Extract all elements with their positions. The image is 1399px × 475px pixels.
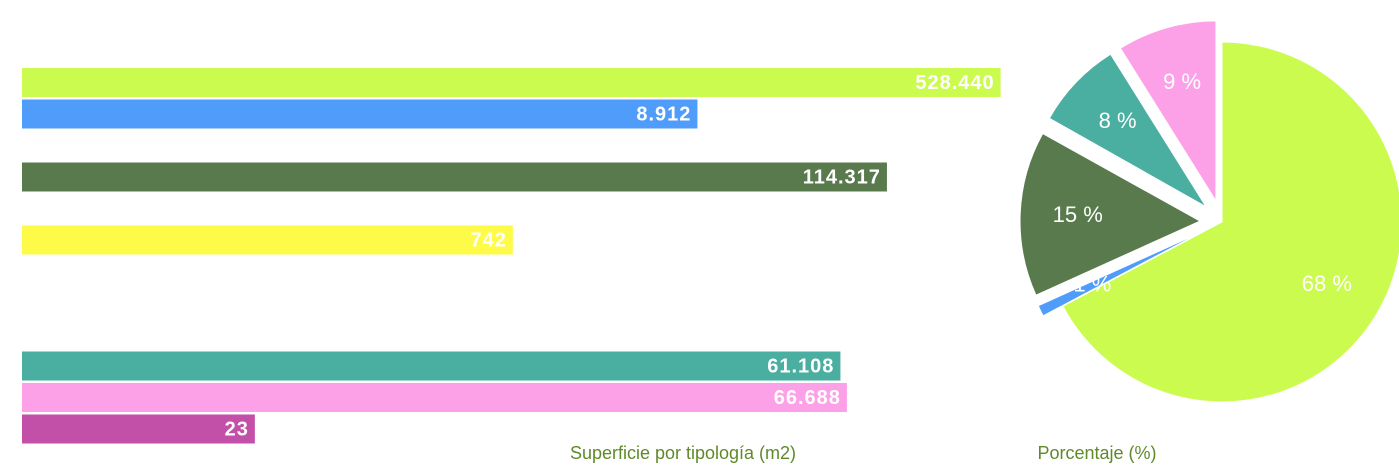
bar-value-label: 66.688 xyxy=(774,387,841,409)
bar-caption: Superficie por tipología (m2) xyxy=(570,443,796,463)
pie-caption: Porcentaje (%) xyxy=(1037,443,1156,463)
bar xyxy=(22,162,887,192)
pie-label: 8 % xyxy=(1099,108,1137,133)
bar xyxy=(22,383,847,412)
pie-slice xyxy=(1048,53,1207,208)
bar-value-label: 114.317 xyxy=(803,166,881,188)
bar-value-label: 742 xyxy=(470,229,506,251)
bar-value-label: 8.912 xyxy=(636,103,691,125)
bar xyxy=(22,99,698,129)
bar xyxy=(22,414,255,444)
bar xyxy=(22,225,513,255)
pie-slice xyxy=(1062,41,1399,403)
pie-slice xyxy=(1037,231,1203,317)
pie-label: 15 % xyxy=(1053,202,1103,227)
pie-label: 9 % xyxy=(1163,69,1201,94)
pie-label: 68 % xyxy=(1302,271,1352,296)
pie-slice xyxy=(1119,20,1217,203)
bar xyxy=(22,351,841,381)
pie-slice xyxy=(1019,132,1202,296)
pie-slice xyxy=(1044,122,1204,212)
bar-value-label: 61.108 xyxy=(767,355,834,377)
bar-value-label: 23 xyxy=(225,418,249,440)
bar-value-label: 528.440 xyxy=(915,72,994,94)
bar xyxy=(22,68,1001,97)
